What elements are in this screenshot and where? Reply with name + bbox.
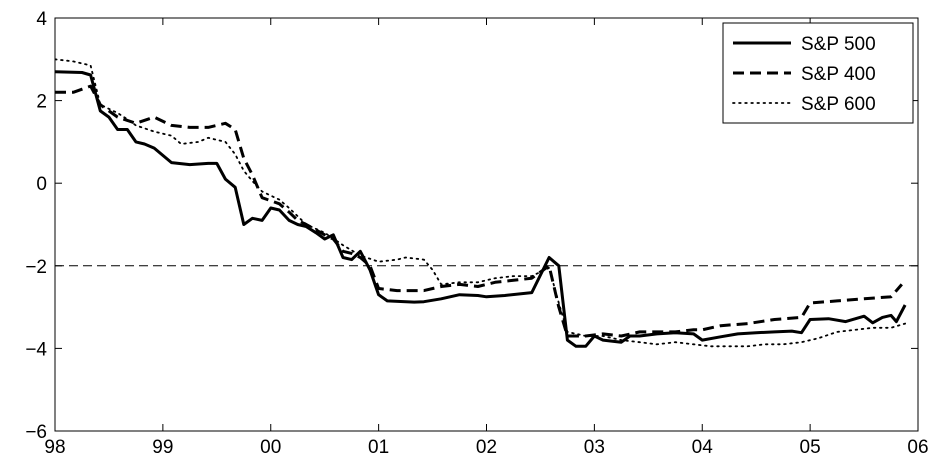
series-line-2 — [55, 58, 906, 348]
legend-label-1: S&P 400 — [801, 64, 876, 85]
plot-area — [55, 58, 918, 348]
x-tick-label: 04 — [692, 437, 714, 458]
x-tick-label: 06 — [907, 437, 928, 458]
y-tick-label: −2 — [25, 257, 47, 278]
x-tick-label: 01 — [368, 437, 389, 458]
series-line-1 — [55, 84, 903, 338]
x-tick-label: 02 — [476, 437, 497, 458]
x-tick-label: 98 — [44, 437, 65, 458]
legend-label-2: S&P 600 — [801, 94, 876, 115]
y-tick-label: −6 — [25, 422, 47, 443]
axes: 98 99 00 01 02 03 04 05 06 4 2 0 −2 −4 −6 — [25, 9, 928, 458]
x-tick-label: 99 — [152, 437, 173, 458]
legend-label-0: S&P 500 — [801, 34, 876, 55]
y-tick-label: 4 — [36, 9, 47, 30]
series-line-0 — [55, 70, 907, 348]
y-tick-label: 0 — [36, 174, 47, 195]
legend: S&P 500 S&P 400 S&P 600 — [722, 22, 914, 124]
y-tick-label: 2 — [36, 92, 47, 113]
y-tick-label: −4 — [25, 339, 47, 360]
x-tick-label: 00 — [260, 437, 281, 458]
x-tick-label: 03 — [584, 437, 605, 458]
x-tick-label: 05 — [800, 437, 821, 458]
